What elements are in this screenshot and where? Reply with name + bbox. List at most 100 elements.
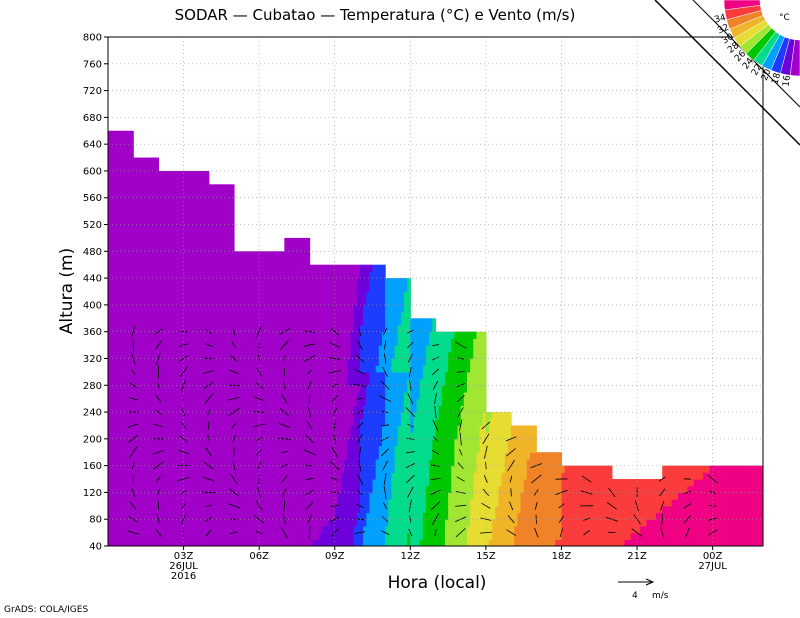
field-cell: [155, 485, 159, 494]
field-cell: [120, 358, 125, 366]
field-cell: [240, 512, 245, 520]
field-cell: [328, 398, 333, 406]
field-cell: [287, 532, 292, 540]
field-cell: [136, 505, 141, 514]
field-cell: [388, 345, 393, 353]
field-cell: [208, 539, 213, 546]
field-cell: [224, 338, 229, 346]
field-cell: [259, 345, 263, 353]
field-cell: [303, 258, 307, 266]
field-cell: [174, 231, 178, 239]
field-cell: [300, 465, 304, 473]
field-cell: [252, 338, 257, 346]
field-cell: [300, 264, 304, 273]
field-cell: [331, 438, 336, 447]
field-cell: [123, 345, 128, 353]
field-cell: [177, 258, 182, 266]
field-cell: [177, 211, 182, 219]
field-cell: [293, 311, 298, 319]
field-cell: [372, 365, 377, 373]
field-cell: [278, 298, 282, 306]
field-cell: [271, 318, 276, 326]
field-cell: [183, 318, 188, 326]
field-cell: [350, 418, 355, 427]
field-cell: [315, 345, 320, 353]
field-cell: [136, 237, 141, 246]
field-cell: [274, 405, 279, 413]
field-cell: [189, 405, 194, 413]
field-cell: [205, 519, 210, 527]
field-cell: [130, 197, 134, 206]
field-cell: [312, 425, 317, 433]
field-cell: [397, 512, 402, 520]
field-cell: [164, 532, 169, 540]
field-cell: [262, 358, 267, 366]
field-cell: [196, 365, 200, 373]
field-cell: [186, 485, 191, 494]
field-cell: [249, 251, 254, 259]
field-cell: [388, 532, 393, 540]
field-cell: [126, 304, 131, 313]
field-cell: [148, 311, 153, 319]
field-cell: [183, 231, 188, 239]
field-cell: [215, 237, 219, 246]
field-cell: [397, 412, 402, 420]
field-cell: [193, 391, 197, 400]
field-cell: [221, 539, 226, 546]
field-cell: [243, 532, 248, 540]
field-cell: [284, 365, 289, 373]
field-cell: [136, 472, 141, 480]
field-cell: [359, 324, 364, 333]
field-cell: [363, 525, 367, 534]
field-cell: [391, 331, 396, 339]
field-cell: [296, 351, 301, 360]
field-cell: [180, 191, 185, 199]
field-cell: [180, 217, 185, 226]
field-cell: [189, 505, 194, 514]
field-cell: [139, 204, 144, 212]
field-cell: [189, 365, 194, 373]
field-cell: [152, 391, 156, 400]
field-cell: [196, 311, 200, 319]
field-cell: [108, 519, 112, 527]
field-cell: [372, 271, 377, 279]
field-cell: [174, 170, 178, 179]
field-cell: [218, 338, 222, 346]
field-cell: [224, 217, 229, 226]
field-cell: [230, 191, 235, 199]
field-cell: [177, 472, 182, 480]
field-cell: [337, 264, 342, 273]
field-cell: [123, 237, 128, 246]
field-cell: [369, 371, 374, 380]
field-cell: [284, 432, 289, 440]
field-cell: [312, 304, 317, 313]
field-cell: [375, 378, 380, 386]
field-cell: [199, 191, 204, 199]
field-cell: [240, 499, 245, 507]
field-cell: [268, 445, 273, 453]
field-cell: [281, 324, 285, 333]
field-cell: [136, 378, 141, 386]
field-cell: [180, 351, 185, 360]
field-cell: [152, 217, 156, 226]
field-cell: [312, 291, 317, 299]
field-cell: [344, 271, 348, 279]
field-cell: [318, 485, 323, 494]
field-cell: [133, 224, 137, 232]
field-cell: [391, 398, 396, 406]
field-cell: [341, 539, 345, 546]
field-cell: [268, 338, 273, 346]
field-cell: [252, 351, 257, 360]
field-cell: [208, 197, 213, 206]
field-cell: [237, 432, 241, 440]
field-cell: [114, 331, 119, 339]
field-cell: [117, 237, 122, 246]
field-cell: [337, 418, 342, 427]
field-cell: [388, 391, 393, 400]
field-cell: [130, 512, 134, 520]
field-cell: [394, 378, 399, 386]
field-cell: [344, 405, 348, 413]
field-cell: [193, 258, 197, 266]
field-cell: [224, 438, 229, 447]
field-cell: [353, 278, 358, 286]
